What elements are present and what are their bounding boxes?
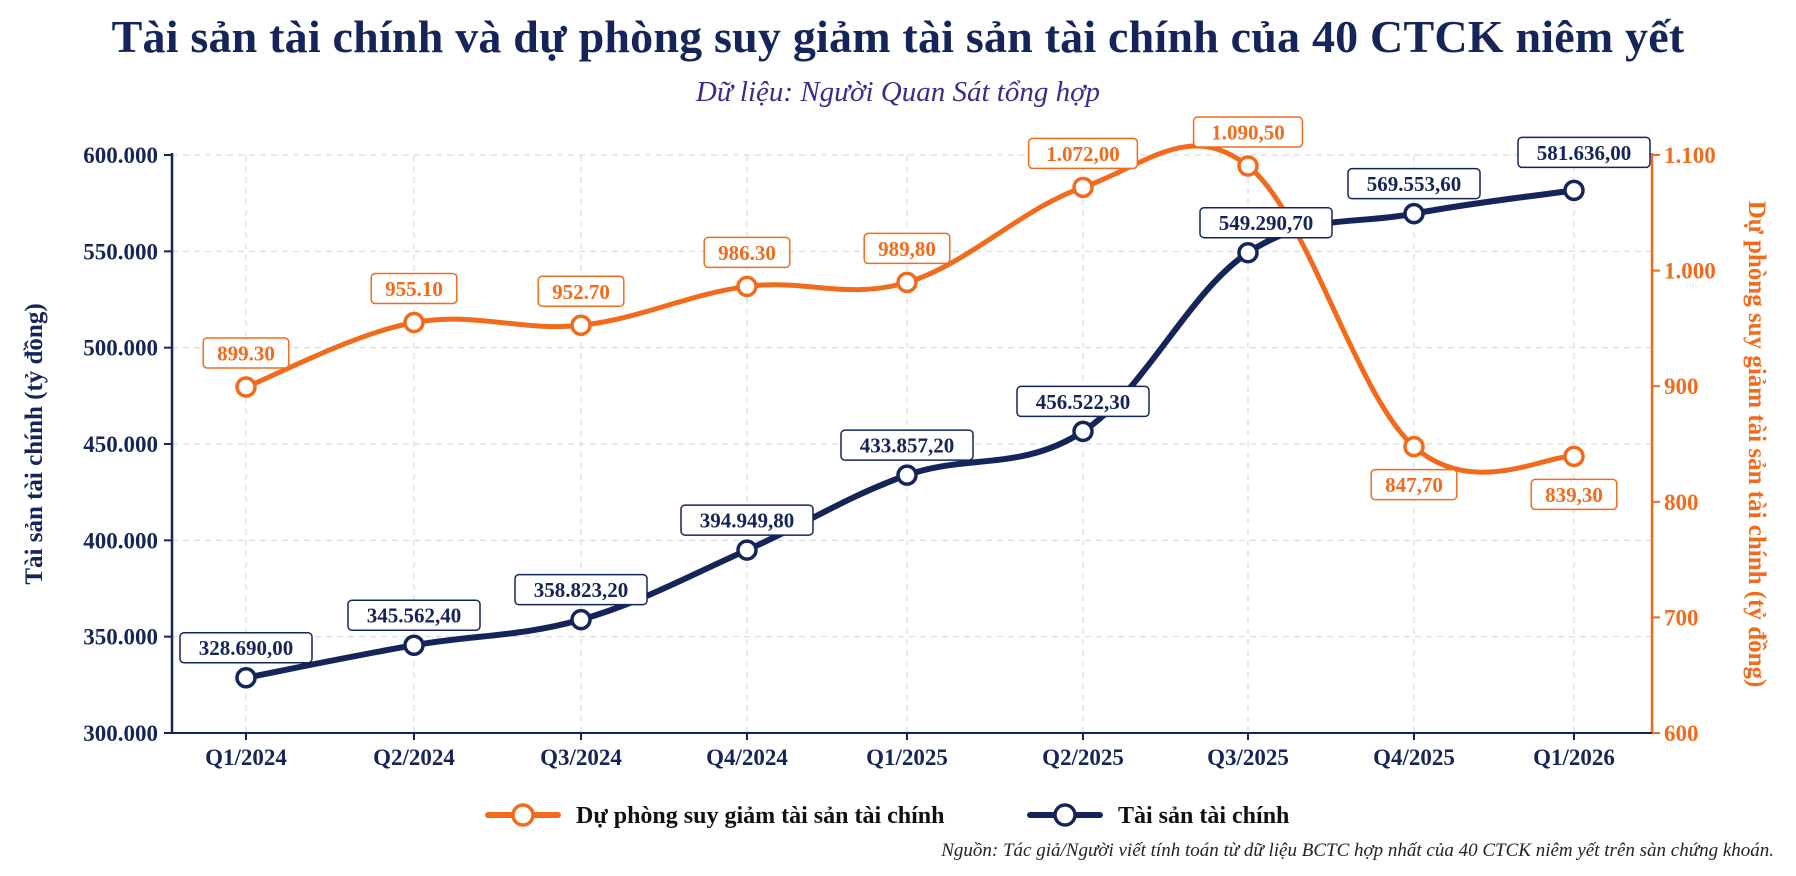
- x-axis-tick-label: Q3/2025: [1207, 745, 1289, 770]
- source-note: Nguồn: Tác giả/Người viết tính toán từ d…: [941, 840, 1774, 861]
- point-du-phong: [1563, 445, 1585, 468]
- data-label-box: [179, 631, 313, 664]
- data-label-box: [1016, 385, 1150, 418]
- data-label: 1.090,50: [1211, 120, 1285, 144]
- point-tai-san: [1072, 420, 1094, 443]
- x-axis-tick-label: Q1/2025: [866, 745, 948, 770]
- x-axis-tick-label: Q2/2024: [373, 745, 455, 770]
- data-label-box: [537, 275, 625, 308]
- left-axis-tick-label: 350.000: [83, 625, 158, 650]
- data-label-box: [1530, 478, 1618, 511]
- data-label: 986.30: [718, 241, 776, 265]
- series-layer: [235, 143, 1585, 689]
- right-axis-tick-label: 800: [1664, 490, 1699, 515]
- data-label: 581.636,00: [1537, 141, 1632, 165]
- legend-marker: [1053, 803, 1077, 827]
- legend: Dự phòng suy giảm tài sản tài chính Tài s…: [485, 803, 1289, 829]
- chart-subtitle: Dữ liệu: Người Quan Sát tổng hợp: [695, 76, 1101, 108]
- left-axis-tick-label: 300.000: [83, 721, 158, 746]
- point-tai-san: [896, 464, 918, 486]
- data-label-box: [202, 337, 290, 369]
- point-du-phong: [1072, 176, 1094, 199]
- point-tai-san: [1563, 179, 1585, 202]
- x-axis-tick-label: Q2/2025: [1042, 745, 1124, 770]
- right-axis-tick-label: 1.000: [1664, 259, 1716, 284]
- data-label: 839,30: [1545, 483, 1603, 507]
- data-label: 899.30: [217, 342, 275, 366]
- data-label: 345.562,40: [367, 604, 462, 628]
- right-axis-tick-label: 900: [1664, 374, 1699, 399]
- left-axis-title: Tài sản tài chính (tỷ đồng): [21, 303, 48, 584]
- data-label: 1.072,00: [1046, 142, 1120, 166]
- axes: 300.000 350.000 400.000 450.000 500.000 550.0…: [21, 143, 1770, 770]
- data-label: 456.522,30: [1036, 390, 1131, 414]
- data-label: 328.690,00: [199, 636, 294, 660]
- left-axis-tick-label: 500.000: [83, 336, 158, 361]
- right-axis-title: Dự phòng suy giảm tài sản tài chính (tỷ …: [1743, 201, 1770, 688]
- point-du-phong: [736, 275, 758, 298]
- point-tai-san: [1237, 241, 1259, 264]
- point-tai-san: [403, 634, 425, 656]
- data-label-box: [1370, 468, 1458, 501]
- point-tai-san: [736, 539, 758, 561]
- point-du-phong: [403, 311, 425, 334]
- point-du-phong: [235, 376, 257, 398]
- legend-label: Tài sản tài chính: [1118, 803, 1289, 829]
- data-label-box: [347, 599, 481, 631]
- left-axis-tick-label: 550.000: [83, 239, 158, 264]
- data-label: 549.290,70: [1219, 211, 1314, 235]
- left-axis-tick-label: 600.000: [83, 143, 158, 168]
- data-labels-layer: 899.30 955.10 952.70 986.30 989,80 1.072,00 1.…: [179, 116, 1651, 664]
- series-line-du-phong: [243, 143, 1577, 475]
- data-label: 358.823,20: [534, 578, 629, 602]
- x-axis-tick-label: Q3/2024: [540, 745, 622, 770]
- data-label-box: [703, 236, 791, 269]
- left-axis-tick-label: 450.000: [83, 432, 158, 457]
- point-du-phong: [1237, 155, 1259, 177]
- data-label: 952.70: [552, 280, 610, 304]
- data-label-box: [680, 504, 814, 536]
- x-axis-tick-label: Q4/2025: [1373, 745, 1455, 770]
- data-label: 955.10: [385, 277, 443, 301]
- legend-marker: [511, 803, 535, 827]
- data-label-box: [863, 232, 951, 265]
- data-label-box: [1199, 206, 1333, 239]
- x-axis-tick-label: Q1/2024: [205, 745, 287, 770]
- data-label-box: [840, 429, 974, 461]
- data-label: 989,80: [878, 237, 936, 261]
- data-label-box: [1517, 136, 1651, 169]
- data-label-box: [1027, 137, 1139, 170]
- data-label-box: [1347, 167, 1481, 200]
- right-axis-tick-label: 700: [1664, 605, 1699, 630]
- data-label-box: [514, 573, 648, 606]
- left-axis-tick-label: 400.000: [83, 528, 158, 553]
- right-axis-tick-label: 600: [1664, 721, 1699, 746]
- point-tai-san: [235, 666, 257, 689]
- point-du-phong: [570, 314, 592, 337]
- data-label: 394.949,80: [700, 509, 795, 533]
- data-label-box: [370, 272, 458, 305]
- point-tai-san: [570, 608, 592, 631]
- data-label: 569.553,60: [1367, 172, 1462, 196]
- point-du-phong: [896, 271, 918, 294]
- point-tai-san: [1403, 202, 1425, 225]
- data-label-box: [1192, 116, 1304, 148]
- point-du-phong: [1403, 435, 1425, 458]
- data-label: 433.857,20: [860, 434, 955, 458]
- chart-title: Tài sản tài chính và dự phòng suy giảm t…: [111, 11, 1685, 62]
- x-axis-tick-label: Q1/2026: [1533, 745, 1615, 770]
- data-label: 847,70: [1385, 473, 1443, 497]
- legend-label: Dự phòng suy giảm tài sản tài chính: [576, 803, 945, 829]
- right-axis-tick-label: 1.100: [1664, 143, 1716, 168]
- x-axis-tick-label: Q4/2024: [706, 745, 788, 770]
